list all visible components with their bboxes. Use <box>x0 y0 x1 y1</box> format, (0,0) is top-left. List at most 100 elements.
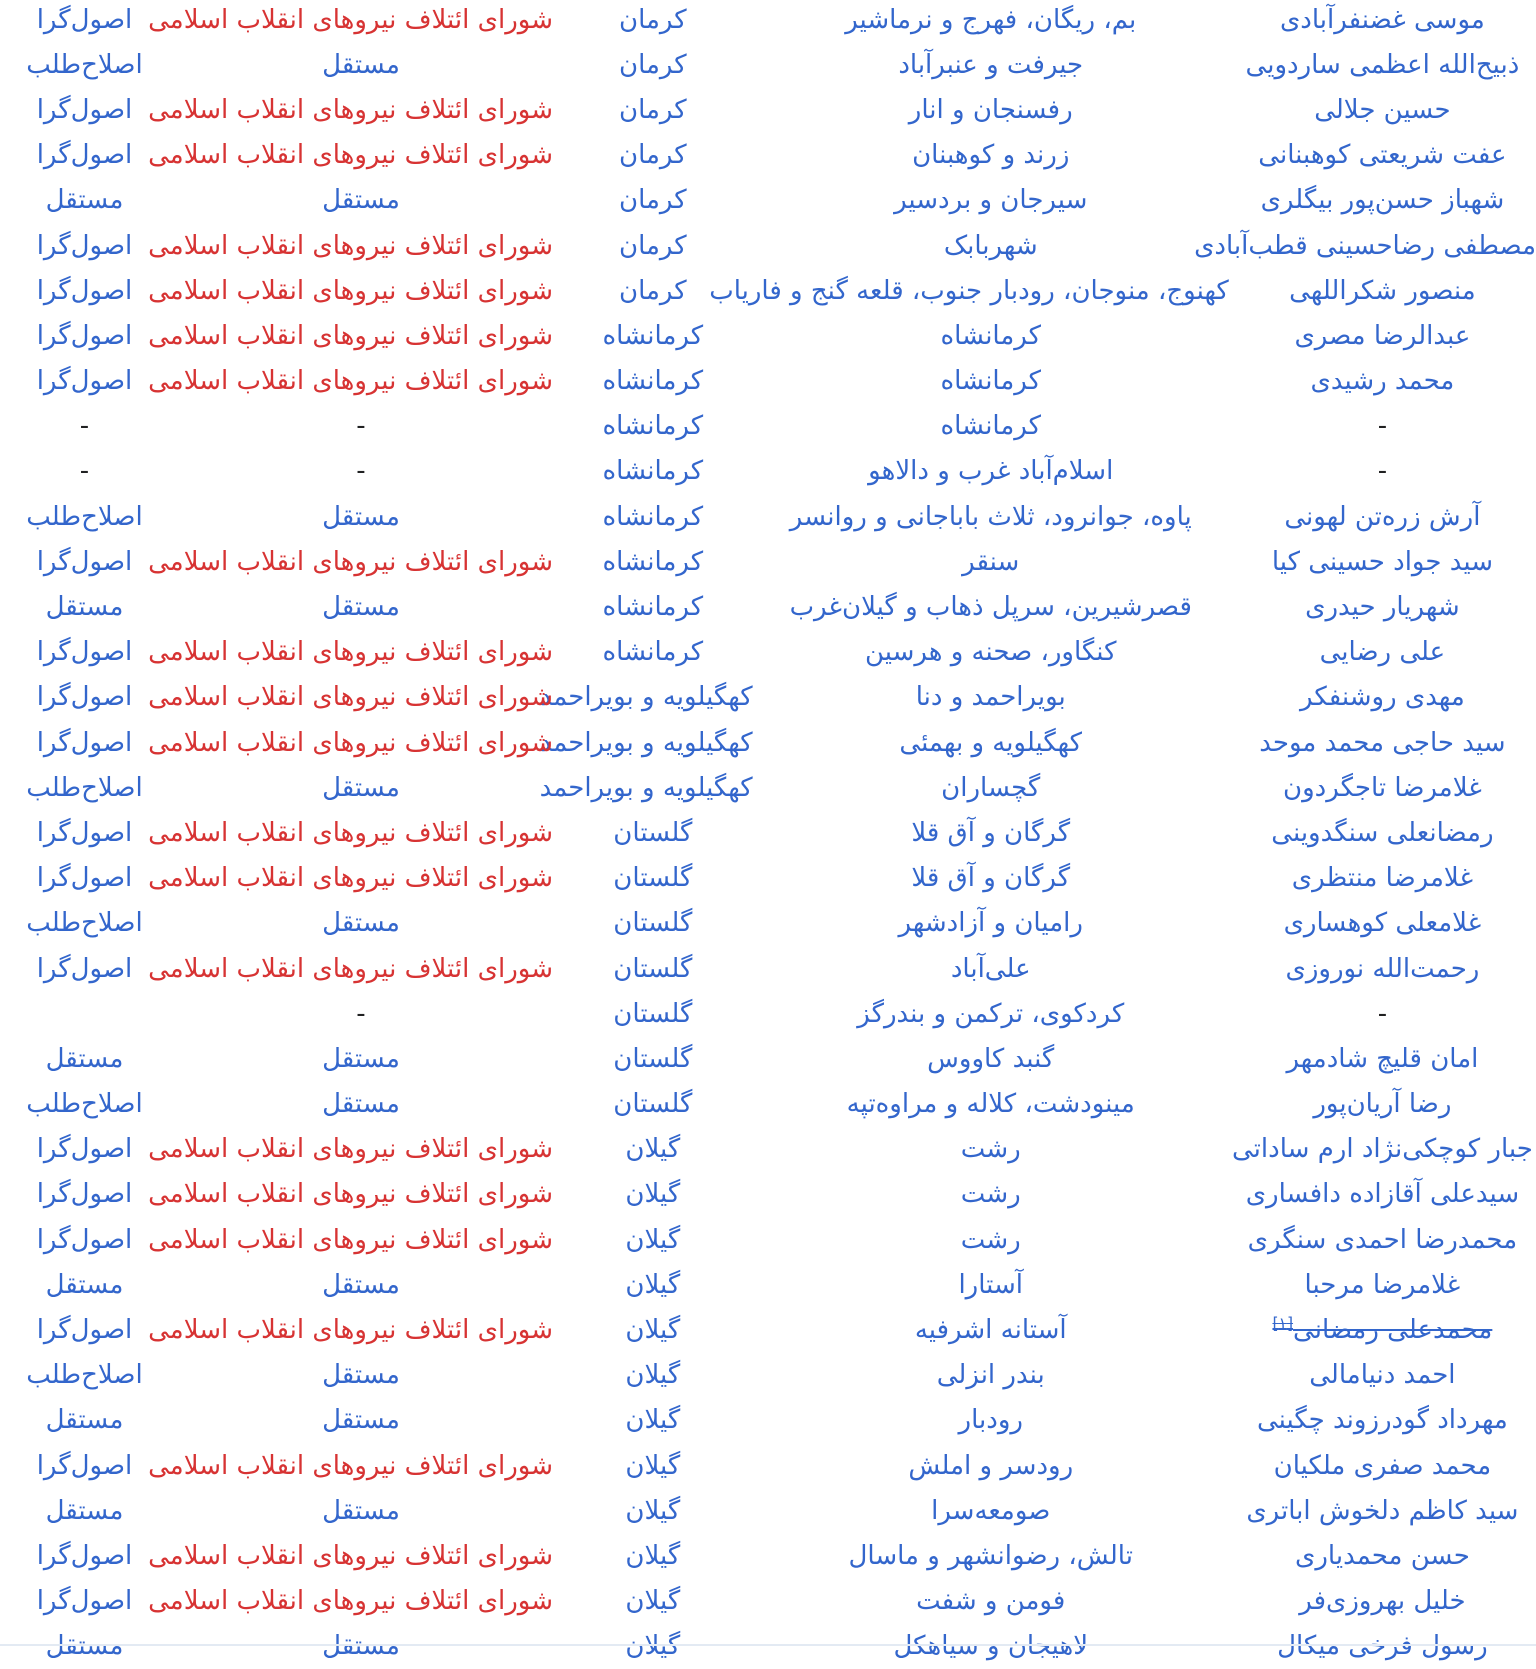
mp-name-link[interactable]: محمدرضا احمدی سنگری <box>1247 1224 1518 1255</box>
constituency-link[interactable]: صومعه‌سرا <box>931 1495 1051 1526</box>
mp-name-link[interactable]: جبار کوچکی‌نژاد ارم ساداتی <box>1232 1134 1533 1165</box>
province-link[interactable]: کرمانشاه <box>602 637 704 668</box>
province-link[interactable]: کرمانشاه <box>602 411 704 442</box>
faction-link[interactable]: اصول‌گرا <box>36 817 133 848</box>
province-link[interactable]: کرمان <box>618 185 687 216</box>
mp-name-link[interactable]: حسین جلالی <box>1314 94 1451 125</box>
constituency-link[interactable]: کرمانشاه <box>940 366 1041 397</box>
province-link[interactable]: گلستان <box>613 1089 693 1120</box>
faction-link[interactable]: اصول‌گرا <box>36 94 133 125</box>
footnote-link[interactable]: [۱] <box>1272 1314 1294 1333</box>
faction-link[interactable]: اصول‌گرا <box>36 953 133 984</box>
faction-link[interactable]: اصول‌گرا <box>36 275 133 306</box>
constituency-link[interactable]: بم، ریگان، فهرج و نرماشیر <box>845 4 1137 35</box>
faction-link[interactable]: اصول‌گرا <box>36 4 133 35</box>
constituency-link[interactable]: فومن و شفت <box>916 1586 1066 1617</box>
coalition-link[interactable]: شورای ائتلاف نیروهای انقلاب اسلامی <box>148 546 553 577</box>
coalition-link[interactable]: مستقل <box>322 1631 400 1662</box>
province-link[interactable]: گیلان <box>625 1360 681 1391</box>
coalition-link[interactable]: مستقل <box>322 1360 400 1391</box>
coalition-link[interactable]: مستقل <box>322 1405 400 1436</box>
constituency-link[interactable]: گنبد کاووس <box>927 1043 1055 1074</box>
constituency-link[interactable]: گرگان و آق قلا <box>911 863 1071 894</box>
mp-name-link[interactable]: رضا آریان‌پور <box>1313 1089 1452 1120</box>
faction-link[interactable]: اصول‌گرا <box>36 1586 133 1617</box>
province-link[interactable]: گیلان <box>625 1269 681 1300</box>
faction-link[interactable]: اصلاح‌طلب <box>26 49 143 80</box>
coalition-link[interactable]: مستقل <box>322 1089 400 1120</box>
coalition-link[interactable]: شورای ائتلاف نیروهای انقلاب اسلامی <box>148 140 553 171</box>
coalition-link[interactable]: شورای ائتلاف نیروهای انقلاب اسلامی <box>148 275 553 306</box>
coalition-link[interactable]: مستقل <box>322 772 400 803</box>
mp-name-link[interactable]: سید جواد حسینی کیا <box>1271 546 1493 577</box>
province-link[interactable]: کرمان <box>618 140 687 171</box>
constituency-link[interactable]: رودبار <box>958 1405 1023 1436</box>
faction-link[interactable]: مستقل <box>45 1405 124 1436</box>
province-link[interactable]: گیلان <box>625 1179 681 1210</box>
coalition-link[interactable]: مستقل <box>322 1495 400 1526</box>
province-link[interactable]: گیلان <box>625 1540 681 1571</box>
coalition-link[interactable]: شورای ائتلاف نیروهای انقلاب اسلامی <box>148 682 553 713</box>
coalition-link[interactable]: شورای ائتلاف نیروهای انقلاب اسلامی <box>148 1450 553 1481</box>
province-link[interactable]: کهگیلویه و بویراحمد <box>539 682 753 713</box>
constituency-link[interactable]: کهنوج، منوجان، رودبار جنوب، قلعه گنج و ف… <box>709 275 1229 306</box>
constituency-link[interactable]: آستانه اشرفیه <box>914 1315 1067 1346</box>
province-link[interactable]: کرمانشاه <box>602 501 704 532</box>
province-link[interactable]: کرمانشاه <box>602 320 704 351</box>
mp-name-link[interactable]: احمد دنیامالی <box>1309 1360 1456 1391</box>
faction-link[interactable]: اصول‌گرا <box>36 1179 133 1210</box>
constituency-link[interactable]: آستارا <box>958 1269 1024 1300</box>
faction-link[interactable]: اصول‌گرا <box>36 546 133 577</box>
faction-link[interactable]: مستقل <box>45 1631 124 1662</box>
mp-name-link[interactable]: رحمت‌الله نوروزی <box>1285 953 1480 984</box>
faction-link[interactable]: اصول‌گرا <box>36 320 133 351</box>
faction-link[interactable]: اصول‌گرا <box>36 637 133 668</box>
faction-link[interactable]: اصلاح‌طلب <box>26 772 143 803</box>
mp-name-link[interactable]: عفت شریعتی کوهبنانی <box>1258 140 1507 171</box>
mp-name-link[interactable]: حسن محمدیاری <box>1295 1540 1470 1571</box>
faction-link[interactable]: اصول‌گرا <box>36 1450 133 1481</box>
coalition-link[interactable]: شورای ائتلاف نیروهای انقلاب اسلامی <box>148 320 553 351</box>
faction-link[interactable]: مستقل <box>45 1269 124 1300</box>
province-link[interactable]: کرمان <box>618 94 687 125</box>
faction-link[interactable]: اصول‌گرا <box>36 863 133 894</box>
faction-link[interactable]: مستقل <box>45 592 124 623</box>
faction-link[interactable]: اصول‌گرا <box>36 230 133 261</box>
constituency-link[interactable]: رشت <box>960 1134 1021 1165</box>
constituency-link[interactable]: رفسنجان و انار <box>908 94 1073 125</box>
coalition-link[interactable]: شورای ائتلاف نیروهای انقلاب اسلامی <box>148 366 553 397</box>
coalition-link[interactable]: شورای ائتلاف نیروهای انقلاب اسلامی <box>148 1315 553 1346</box>
mp-name-link[interactable]: محمد رشیدی <box>1310 366 1455 397</box>
faction-link[interactable]: مستقل <box>45 1495 124 1526</box>
mp-name-link[interactable]: مصطفی رضاحسینی قطب‌آبادی <box>1194 230 1536 261</box>
faction-link[interactable]: اصلاح‌طلب <box>26 1360 143 1391</box>
coalition-link[interactable]: شورای ائتلاف نیروهای انقلاب اسلامی <box>148 230 553 261</box>
constituency-link[interactable]: زرند و کوهبنان <box>912 140 1070 171</box>
mp-name-link[interactable]: غلامرضا تاجگردون <box>1283 772 1482 803</box>
province-link[interactable]: گلستان <box>613 908 693 939</box>
constituency-link[interactable]: گچساران <box>941 772 1041 803</box>
faction-link[interactable]: مستقل <box>45 185 124 216</box>
mp-name-link[interactable]: غلامرضا منتظری <box>1291 863 1474 894</box>
mp-name-link[interactable]: عبدالرضا مصری <box>1294 320 1471 351</box>
province-link[interactable]: گلستان <box>613 863 693 894</box>
constituency-link[interactable]: رودسر و املش <box>908 1450 1074 1481</box>
faction-link[interactable]: اصول‌گرا <box>36 682 133 713</box>
constituency-link[interactable]: بندر انزلی <box>936 1360 1045 1391</box>
mp-name-link[interactable]: شهباز حسن‌پور بیگلری <box>1260 185 1505 216</box>
faction-link[interactable]: اصول‌گرا <box>36 1134 133 1165</box>
constituency-link[interactable]: گرگان و آق قلا <box>911 817 1071 848</box>
faction-link[interactable]: اصول‌گرا <box>36 1315 133 1346</box>
mp-name-link[interactable]: امان قلیچ شادمهر <box>1286 1043 1479 1074</box>
coalition-link[interactable]: شورای ائتلاف نیروهای انقلاب اسلامی <box>148 953 553 984</box>
constituency-link[interactable]: سیرجان و بردسیر <box>894 185 1088 216</box>
coalition-link[interactable]: مستقل <box>322 592 400 623</box>
coalition-link[interactable]: شورای ائتلاف نیروهای انقلاب اسلامی <box>148 1224 553 1255</box>
mp-name-link[interactable]: محمد صفری ملکیان <box>1273 1450 1492 1481</box>
coalition-link[interactable]: شورای ائتلاف نیروهای انقلاب اسلامی <box>148 1134 553 1165</box>
province-link[interactable]: کرمانشاه <box>602 592 704 623</box>
province-link[interactable]: گیلان <box>625 1586 681 1617</box>
coalition-link[interactable]: شورای ائتلاف نیروهای انقلاب اسلامی <box>148 1179 553 1210</box>
province-link[interactable]: گیلان <box>625 1495 681 1526</box>
province-link[interactable]: کرمان <box>618 275 687 306</box>
